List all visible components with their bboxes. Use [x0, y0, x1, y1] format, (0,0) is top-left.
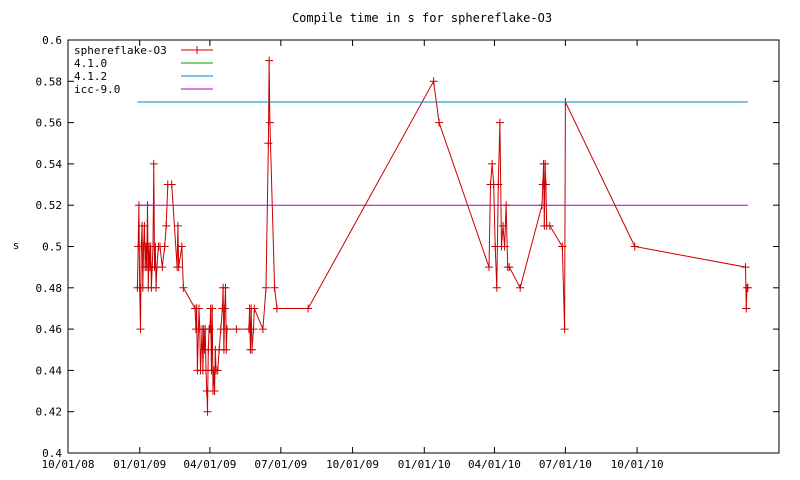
- x-tick-label: 04/01/09: [183, 458, 236, 471]
- data-point: [499, 221, 508, 230]
- data-point: [494, 180, 503, 189]
- data-point: [205, 325, 214, 334]
- data-point: [162, 221, 171, 230]
- data-point: [149, 159, 158, 168]
- x-tick-label: 01/01/09: [113, 458, 166, 471]
- data-point: [174, 263, 183, 272]
- data-point: [177, 242, 186, 251]
- y-tick-label: 0.42: [36, 406, 63, 419]
- series-line-sphereflake-o3: [136, 60, 748, 412]
- y-axis-label: s: [13, 239, 20, 252]
- legend-label: icc-9.0: [74, 83, 120, 96]
- data-point: [213, 366, 222, 375]
- data-point: [203, 407, 212, 416]
- data-point: [223, 325, 232, 334]
- data-point: [258, 325, 267, 334]
- x-tick-label: 10/01/10: [611, 458, 664, 471]
- data-point: [272, 304, 281, 313]
- data-point: [541, 180, 550, 189]
- data-point: [204, 345, 213, 354]
- data-point: [516, 283, 525, 292]
- x-tick-label: 10/01/09: [326, 458, 379, 471]
- data-point: [232, 325, 241, 334]
- data-point: [492, 283, 501, 292]
- legend-label: 4.1.0: [74, 57, 107, 70]
- data-point: [173, 221, 182, 230]
- data-point: [264, 139, 273, 148]
- legend-label: 4.1.2: [74, 70, 107, 83]
- data-point: [558, 242, 567, 251]
- data-point: [220, 304, 229, 313]
- data-point: [545, 221, 554, 230]
- x-tick-label: 10/01/08: [42, 458, 95, 471]
- data-point: [742, 304, 751, 313]
- chart-title: Compile time in s for sphereflake-O3: [292, 11, 552, 25]
- y-tick-label: 0.58: [36, 75, 63, 88]
- data-point: [495, 118, 504, 127]
- x-tick-label: 04/01/10: [468, 458, 521, 471]
- data-point: [210, 387, 219, 396]
- y-tick-label: 0.5: [42, 241, 62, 254]
- data-point: [140, 221, 149, 230]
- data-point: [741, 263, 750, 272]
- data-point: [505, 263, 514, 272]
- data-point: [179, 283, 188, 292]
- data-point: [488, 159, 497, 168]
- x-tick-label: 07/01/09: [254, 458, 307, 471]
- x-tick-label: 07/01/10: [539, 458, 592, 471]
- data-point: [262, 283, 271, 292]
- data-point: [560, 325, 569, 334]
- data-point: [429, 77, 438, 86]
- legend-marker: [193, 46, 201, 54]
- data-point: [222, 345, 231, 354]
- legend-label: sphereflake-O3: [74, 44, 167, 57]
- data-point: [484, 263, 493, 272]
- y-tick-label: 0.4: [42, 447, 62, 460]
- data-point: [435, 118, 444, 127]
- data-point: [265, 118, 274, 127]
- data-point: [630, 242, 639, 251]
- y-tick-label: 0.46: [36, 323, 63, 336]
- data-point: [194, 304, 203, 313]
- data-point: [160, 242, 169, 251]
- data-point: [541, 159, 550, 168]
- y-tick-label: 0.48: [36, 282, 63, 295]
- data-point: [249, 325, 258, 334]
- y-tick-label: 0.56: [36, 117, 63, 130]
- data-point: [208, 304, 217, 313]
- data-point: [250, 304, 259, 313]
- axes: 0.4 0.42 0.44 0.46 0.48 0.5 0.52 0.54 0.56 0.58 0.…: [36, 34, 779, 471]
- data-point: [265, 56, 274, 65]
- data-point: [743, 283, 752, 292]
- data-point: [167, 180, 176, 189]
- y-tick-label: 0.54: [36, 158, 63, 171]
- data-point: [500, 242, 509, 251]
- x-tick-label: 01/01/10: [398, 458, 451, 471]
- y-tick-label: 0.52: [36, 199, 63, 212]
- data-point: [152, 283, 161, 292]
- data-point: [221, 283, 230, 292]
- data-point: [158, 263, 167, 272]
- y-tick-label: 0.6: [42, 34, 62, 47]
- data-point: [136, 325, 145, 334]
- y-tick-label: 0.44: [36, 364, 63, 377]
- series-layer: [133, 56, 752, 416]
- data-point: [304, 304, 313, 313]
- data-point: [270, 283, 279, 292]
- data-point: [247, 345, 256, 354]
